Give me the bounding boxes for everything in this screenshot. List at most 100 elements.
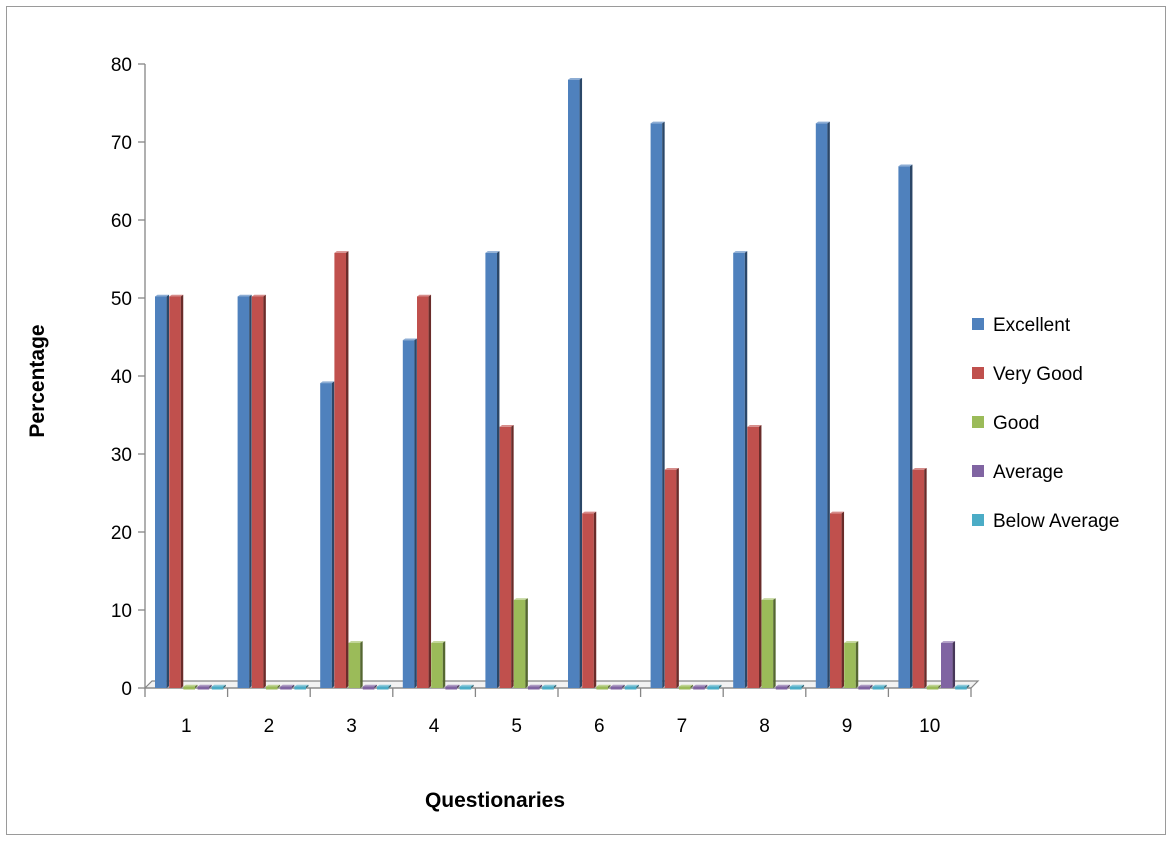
bar-top [872,684,887,687]
bar-side [704,684,708,688]
bar-top [596,684,611,687]
bar-top [912,467,927,470]
bar [624,684,639,690]
legend-label: Very Good [993,364,1083,385]
legend-item: Below Average [972,511,1119,532]
bar-front [459,686,472,690]
bar-top [169,294,184,297]
y-tick-label: 0 [121,679,132,700]
bar-top [610,684,625,687]
bar-top [280,684,295,687]
bar-front [485,252,497,688]
legend-item: Very Good [972,364,1083,385]
legend-item: Good [972,413,1039,434]
bar-side [277,684,281,688]
bar-front [941,642,953,688]
bar-side [759,425,762,688]
bar-top [898,164,913,167]
legend-swatch [972,514,984,526]
bar-side [910,164,913,689]
bar-side [539,684,543,688]
bar [679,684,694,690]
bar-top [858,684,873,687]
bar-top [402,338,417,341]
bar-side [360,641,363,688]
x-tick-label: 8 [759,716,770,737]
bar-front [348,642,361,688]
bar [775,684,790,690]
bar-side [195,684,198,688]
bar-side [471,684,474,688]
bar-side [388,684,392,688]
bar-top [431,641,446,643]
bar [830,511,845,688]
bar-side [938,684,941,688]
bar [459,684,474,690]
y-axis-title: Percentage [26,324,49,437]
bar [431,641,446,688]
bar-side [608,684,611,688]
bar [693,684,708,690]
bar-front [955,686,967,690]
bar-top [955,684,970,687]
bar [747,425,762,688]
bar-front [528,686,540,690]
x-tick-label: 7 [677,716,688,737]
legend-swatch [972,318,984,330]
bar-front [830,513,842,688]
bar-top [693,684,708,687]
bar-front [499,426,512,688]
bar [610,684,625,690]
bar-front [211,686,224,690]
bar [844,641,859,688]
y-tick-label: 10 [111,601,132,622]
bar [941,641,956,688]
bar-front [237,296,250,688]
bar-front [294,686,306,690]
x-tick-label: 6 [594,716,605,737]
bar-front [926,686,939,690]
bar-front [898,166,910,689]
x-tick-label: 4 [429,716,440,737]
bar-front [610,686,623,690]
bar-front [596,686,608,690]
bar-side [263,294,266,688]
bar [237,294,252,688]
bar-front [266,686,278,690]
bar-side [952,641,956,688]
bars-layer [155,77,970,690]
legend-label: Average [993,462,1063,483]
bar-top [266,684,281,687]
bar-top [542,684,557,687]
x-axis-title: Questionaries [425,789,565,812]
bar-side [744,251,748,688]
bar-front [568,79,580,688]
x-tick-label: 5 [511,716,522,737]
bar [707,684,722,690]
bar-top [941,641,956,643]
bar-front [197,686,210,690]
bar [955,684,970,690]
bar-top [650,121,665,124]
bar-front [542,686,554,690]
bar-front [445,686,457,690]
bar-top [251,294,266,297]
bar [169,294,184,688]
bar-front [402,340,415,688]
bar-side [662,121,665,688]
bar-front [733,252,745,688]
bar [499,425,514,688]
bar [815,121,830,689]
bar-front [912,469,925,688]
bar [377,684,392,690]
bar-side [593,511,597,688]
x-tick-label: 2 [264,716,275,737]
bar-front [251,296,264,688]
bar [155,294,170,688]
legend-item: Excellent [972,315,1071,336]
bar-front [417,296,429,688]
bar-side [855,641,859,688]
bar-top [334,251,349,253]
bar-top [513,598,528,600]
bar [334,251,349,688]
